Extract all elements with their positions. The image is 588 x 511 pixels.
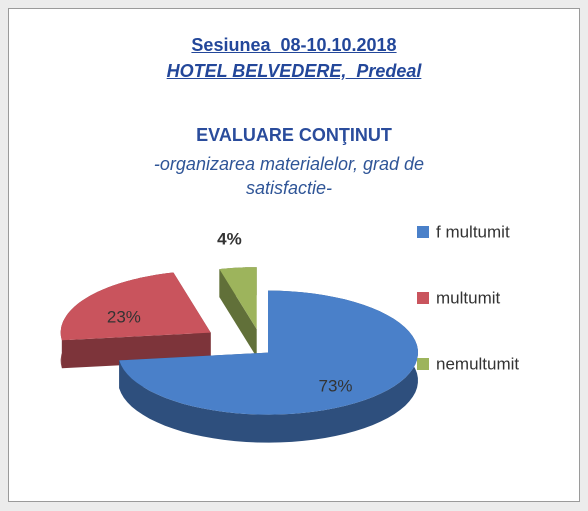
- legend-label: multumit: [436, 288, 501, 307]
- session-location: HOTEL BELVEDERE, Predeal: [166, 61, 422, 81]
- chart-title: EVALUARE CONŢINUT: [196, 125, 392, 145]
- legend-label: f multumit: [436, 222, 510, 241]
- chart-subtitle: -organizarea materialelor, grad de satis…: [153, 154, 425, 198]
- slice-top: [219, 267, 257, 330]
- session-title: Sesiunea 08-10.10.2018: [191, 35, 397, 55]
- data-label: 4%: [217, 229, 242, 248]
- legend-swatch: [417, 226, 429, 238]
- slice-top: [119, 290, 418, 415]
- legend-swatch: [417, 292, 429, 304]
- data-label: 23%: [107, 308, 141, 327]
- slice-top: [60, 272, 211, 341]
- pie-slice: [219, 267, 257, 358]
- pie-slice: [119, 290, 418, 443]
- legend-swatch: [417, 358, 429, 370]
- data-label: 73%: [318, 377, 352, 396]
- legend-label: nemultumit: [436, 354, 519, 373]
